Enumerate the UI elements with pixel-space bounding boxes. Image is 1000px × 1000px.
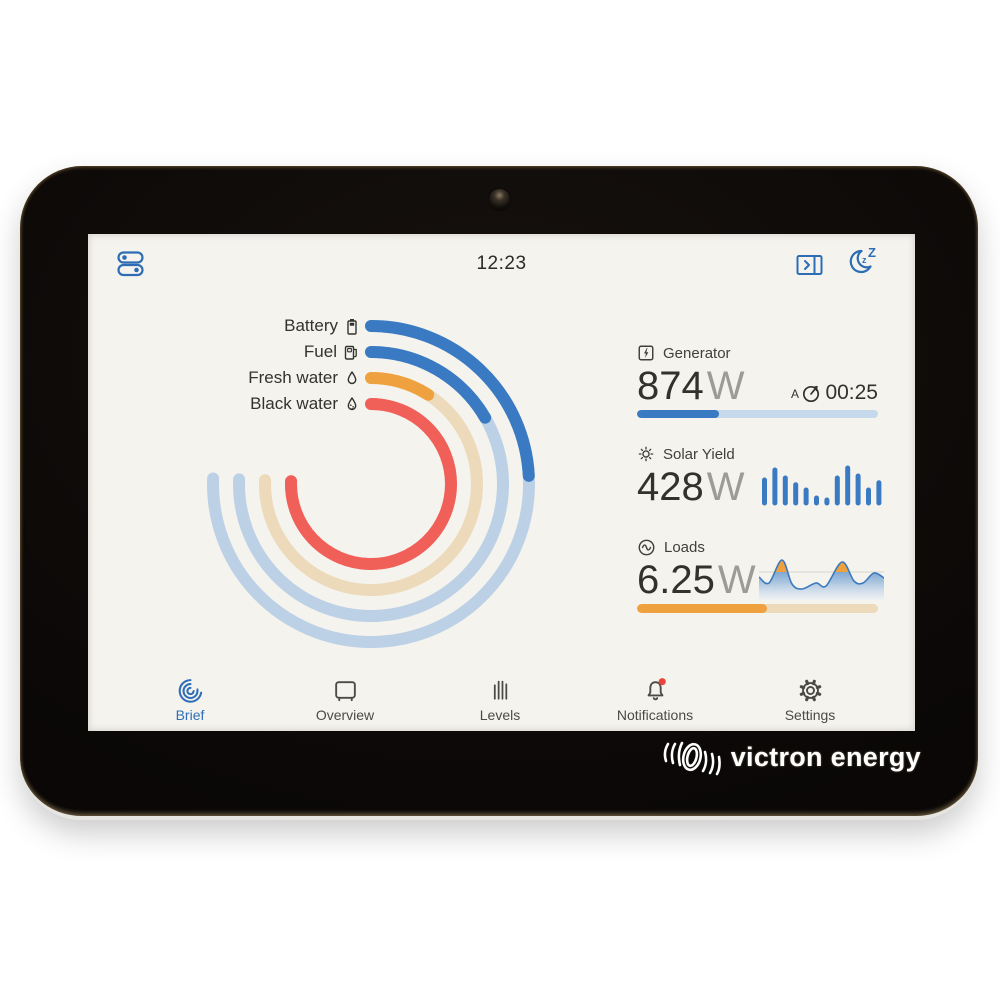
battery-icon [347, 318, 357, 335]
clock: 12:23 [476, 253, 527, 274]
notification-badge [658, 678, 666, 686]
solar-bar-chart [762, 465, 882, 506]
fuel-label: Fuel [303, 342, 337, 361]
svg-text:z: z [862, 255, 867, 265]
tab-notifications-label: Notifications [616, 707, 694, 723]
generator-label: Generator [663, 344, 731, 362]
tab-overview[interactable]: Overview [285, 677, 405, 723]
generator-value: 874W [637, 364, 745, 408]
tab-levels-label: Levels [479, 707, 521, 723]
victron-branding: victron energy [662, 735, 921, 779]
loads-value: 6.25W [637, 558, 756, 602]
fuel-pump-icon [344, 345, 357, 360]
gauge-row-battery: Battery [88, 313, 360, 339]
solar-label: Solar Yield [663, 445, 735, 463]
tab-settings[interactable]: Settings [750, 677, 870, 723]
solar-value: 428W [637, 465, 745, 509]
tab-notifications[interactable]: Notifications [595, 677, 715, 723]
tank-battery-gauge-arcs [207, 320, 535, 648]
gear-icon [799, 679, 821, 702]
sun-icon [638, 446, 654, 462]
victron-swirl-logo [663, 741, 721, 776]
monitor-icon [334, 681, 356, 702]
tab-settings-label: Settings [784, 707, 836, 723]
svg-text:Z: Z [868, 247, 876, 260]
ac-loads-icon [638, 539, 655, 556]
generator-progress-bar [637, 410, 878, 418]
gauge-row-black-water: Black water [88, 391, 360, 417]
loads-label: Loads [664, 539, 705, 556]
generator-autostart-timer: A 00:25 [791, 381, 878, 404]
levels-bars-icon [493, 680, 507, 700]
brief-gauge-icon [178, 679, 202, 703]
svg-text:A: A [791, 387, 799, 401]
touch-screen: 12:23 z Z Battery Fuel [88, 234, 915, 731]
loads-area-chart [759, 559, 884, 600]
logo-text: victron energy [730, 741, 921, 772]
front-camera [489, 189, 510, 210]
battery-label: Battery [284, 316, 338, 335]
fresh-water-label: Fresh water [248, 368, 338, 387]
tab-brief[interactable]: Brief [130, 677, 250, 723]
solar-header: Solar Yield [637, 445, 735, 463]
remote-console-icon[interactable] [796, 254, 823, 276]
gauge-row-fuel: Fuel [88, 339, 360, 365]
loads-header: Loads [637, 538, 705, 557]
tab-overview-label: Overview [315, 707, 375, 723]
loads-progress-bar [637, 604, 878, 613]
bell-icon [647, 678, 666, 701]
gauge-row-fresh-water: Fresh water [88, 365, 360, 391]
black-water-label: Black water [250, 394, 338, 413]
display-sleep-icon[interactable]: z Z [847, 247, 878, 275]
toggles-icon[interactable] [117, 251, 144, 277]
tab-levels[interactable]: Levels [440, 677, 560, 723]
generator-icon [638, 345, 654, 361]
water-drop-icon [347, 370, 357, 384]
tab-brief-label: Brief [175, 707, 205, 723]
auto-start-timer-icon: A [791, 385, 820, 403]
waste-water-drop-icon [347, 396, 357, 410]
generator-header: Generator [637, 344, 731, 362]
summary-panel: Generator 874W A 00:25 Solar [637, 234, 884, 731]
